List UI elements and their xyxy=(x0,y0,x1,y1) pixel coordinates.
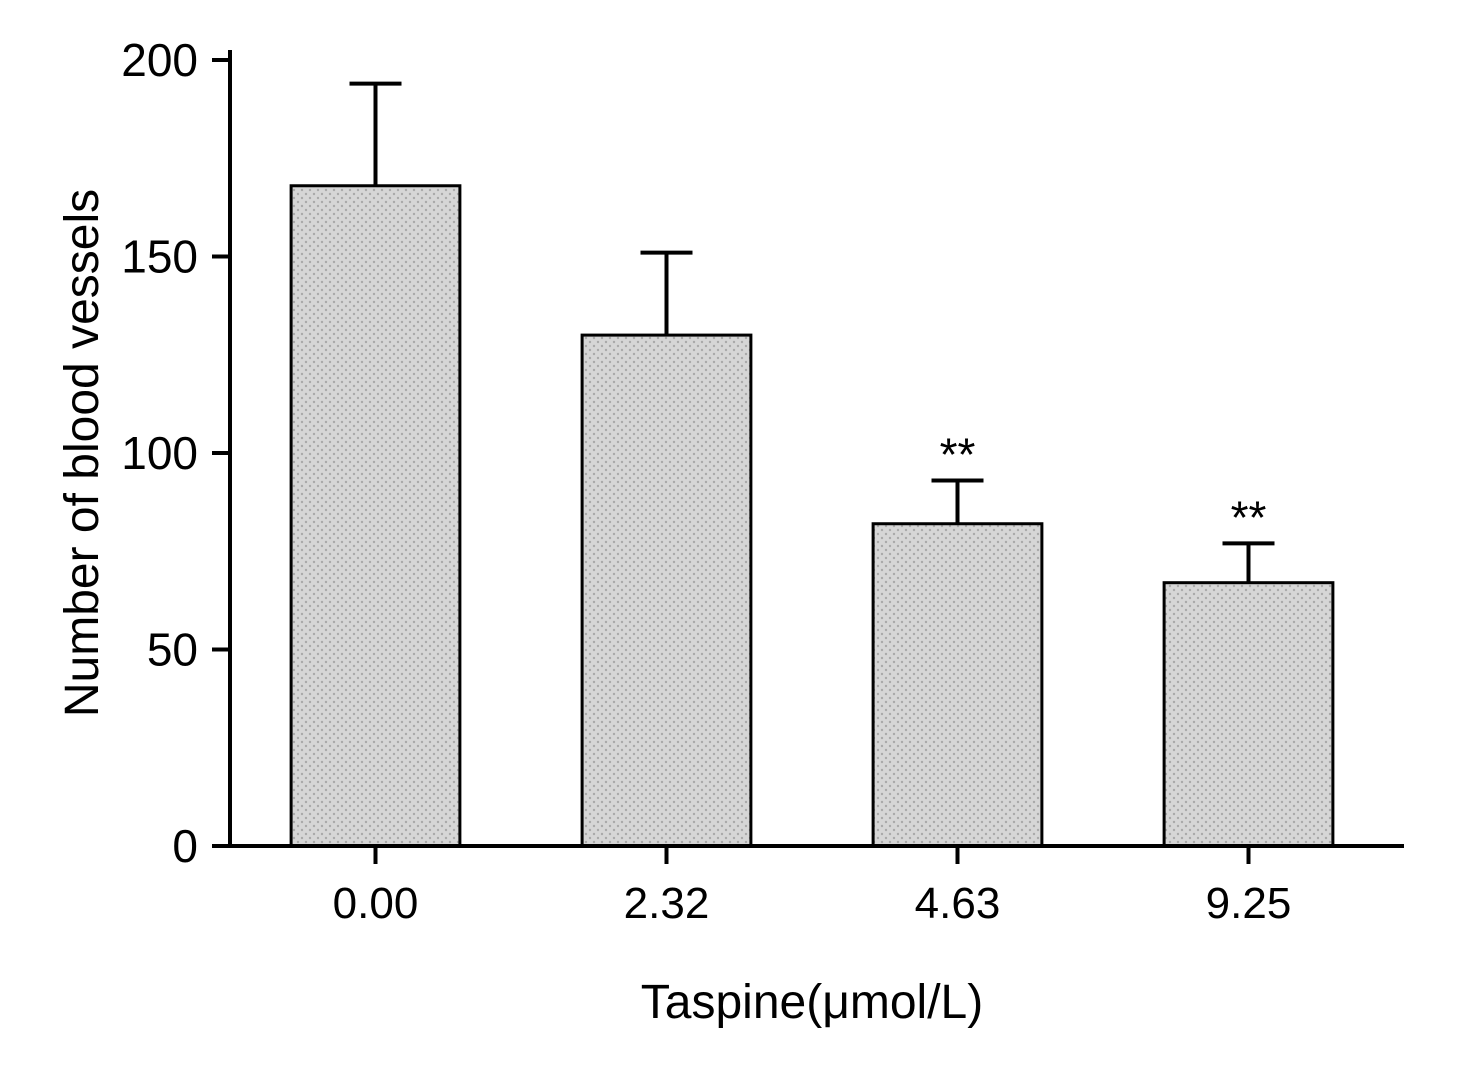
bar xyxy=(582,335,751,846)
y-tick-label: 150 xyxy=(121,231,198,283)
bar-chart-svg: 0.00 2.32 ** 4.63 ** 9.25 0 50 100 150 200 Number o… xyxy=(0,0,1464,1076)
bar xyxy=(1164,583,1333,846)
y-tick-label: 100 xyxy=(121,427,198,479)
x-tick-label: 0.00 xyxy=(333,879,419,928)
y-axis-title: Number of blood vessels xyxy=(56,189,109,717)
x-tick-label: 9.25 xyxy=(1206,879,1292,928)
x-axis-title: Taspine(μmol/L) xyxy=(641,976,983,1029)
bar xyxy=(291,186,460,846)
y-tick-label: 200 xyxy=(121,34,198,86)
significance-marker: ** xyxy=(940,429,976,481)
chart-container: 0.00 2.32 ** 4.63 ** 9.25 0 50 100 150 200 Number o… xyxy=(0,0,1464,1076)
significance-marker: ** xyxy=(1231,491,1267,543)
y-tick-label: 50 xyxy=(147,624,198,676)
bar xyxy=(873,524,1042,846)
x-tick-label: 4.63 xyxy=(915,879,1001,928)
x-tick-label: 2.32 xyxy=(624,879,710,928)
y-tick-label: 0 xyxy=(172,820,198,872)
